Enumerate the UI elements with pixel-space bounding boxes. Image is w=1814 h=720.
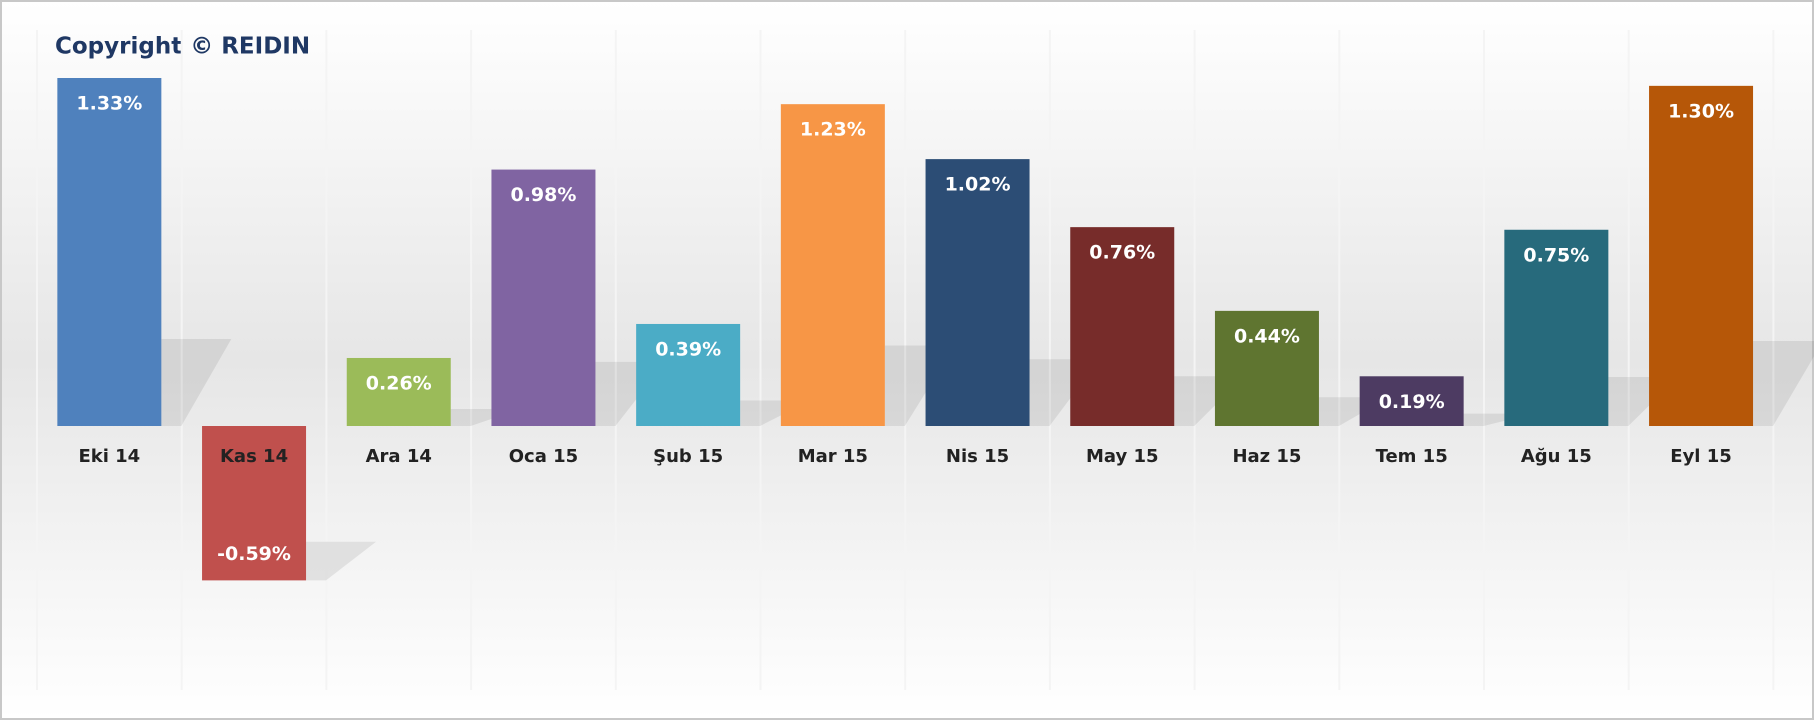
bar [1649, 85, 1754, 427]
value-label: 1.30% [1668, 100, 1734, 122]
x-tick-label: Haz 15 [1232, 446, 1301, 467]
bar-shadow [1753, 340, 1814, 426]
bar [1359, 376, 1464, 426]
value-label: 0.26% [366, 372, 432, 394]
bar [346, 357, 451, 426]
bar [636, 323, 741, 426]
bar [780, 104, 885, 427]
bar [57, 78, 162, 426]
x-tick-label: Tem 15 [1376, 446, 1448, 467]
value-label: -0.59% [217, 543, 291, 565]
bar [1504, 229, 1609, 426]
value-label: 0.44% [1234, 325, 1300, 347]
x-tick-label: Kas 14 [220, 446, 288, 467]
bar [202, 426, 307, 581]
bar-shadow [306, 541, 377, 581]
value-label: 0.39% [655, 338, 721, 360]
value-label: 0.98% [510, 184, 576, 206]
value-label: 0.19% [1379, 391, 1445, 413]
value-label: 0.76% [1089, 242, 1155, 264]
value-label: 1.33% [76, 93, 142, 115]
value-label: 1.23% [800, 119, 866, 141]
value-label: 0.75% [1523, 244, 1589, 266]
x-tick-label: Eki 14 [78, 446, 140, 467]
bar [1214, 310, 1319, 426]
bar [491, 169, 596, 426]
x-tick-label: Şub 15 [653, 446, 723, 467]
x-tick-label: Ağu 15 [1521, 446, 1592, 467]
x-tick-label: Mar 15 [798, 446, 868, 467]
bar-shadow [161, 339, 232, 426]
bar [925, 159, 1030, 426]
x-tick-label: May 15 [1086, 446, 1159, 467]
value-label: 1.02% [945, 174, 1011, 196]
x-tick-label: Nis 15 [946, 446, 1009, 467]
bar [1070, 227, 1175, 426]
x-tick-label: Oca 15 [509, 446, 578, 467]
x-tick-label: Eyl 15 [1670, 446, 1732, 467]
x-tick-label: Ara 14 [366, 446, 432, 467]
